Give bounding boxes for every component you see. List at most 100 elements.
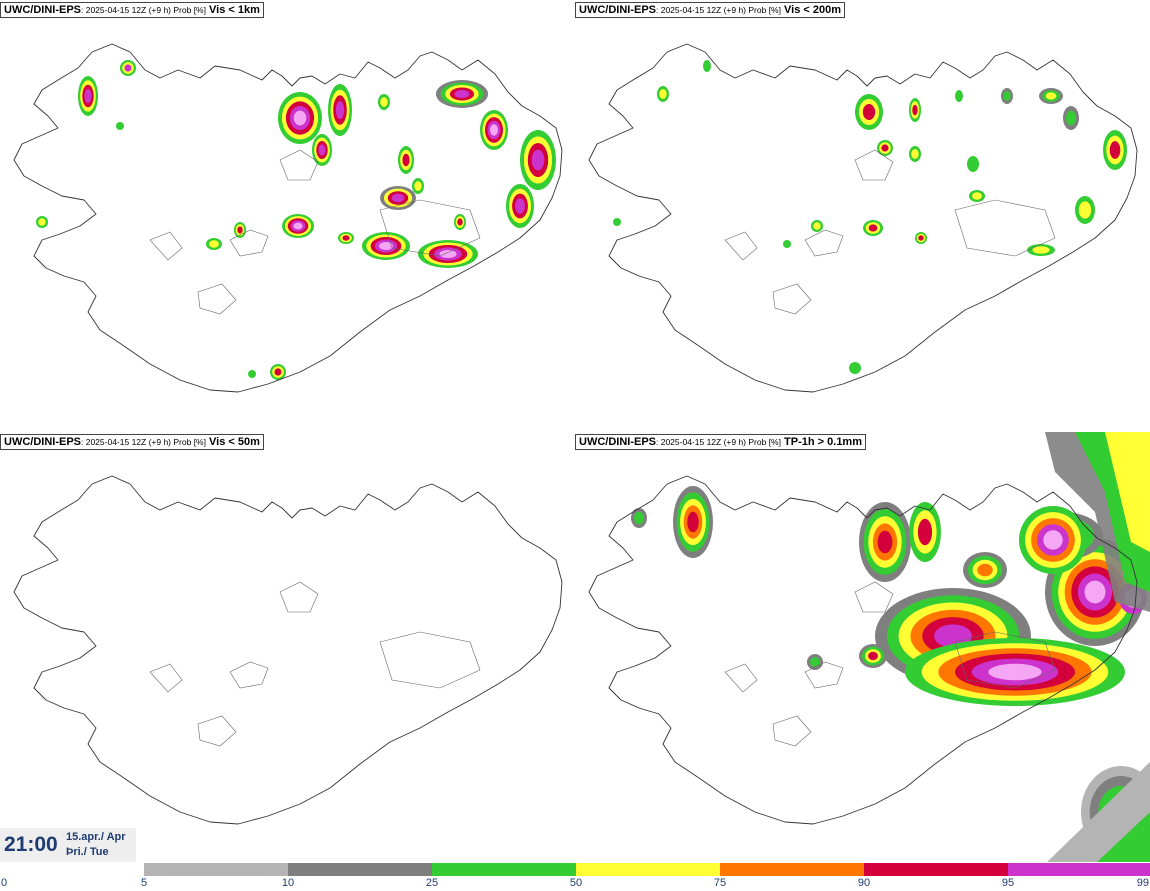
probability-contour <box>380 97 388 107</box>
colorbar-tick-label: 10 <box>282 877 294 889</box>
probability-blob <box>1063 106 1079 130</box>
colorbar-band <box>144 863 288 876</box>
glacier-outline <box>149 231 183 261</box>
probability-contour <box>293 110 307 126</box>
glacier-outline <box>854 581 894 613</box>
probability-contour <box>1078 201 1092 219</box>
probability-contour <box>934 624 972 648</box>
panel-model: UWC/DINI-EPS <box>4 436 81 448</box>
probability-contour <box>379 242 393 250</box>
probability-blob <box>248 370 256 378</box>
probability-contour <box>783 240 791 248</box>
colorbar-tick-label: 99 <box>1137 877 1149 889</box>
colorbar-tick-label: 75 <box>714 877 726 889</box>
panel-variable: TP-1h > 0.1mm <box>784 436 862 448</box>
probability-contour <box>439 250 457 258</box>
glacier-outline <box>379 199 481 257</box>
probability-blob <box>915 232 927 244</box>
probability-contour <box>248 370 256 378</box>
probability-contour <box>849 362 861 374</box>
probability-blob <box>436 80 488 108</box>
probability-blob <box>855 94 883 130</box>
panel-title: UWC/DINI-EPS: 2025-04-15 12Z (+9 h) Prob… <box>575 434 866 450</box>
probability-contour <box>1032 246 1050 254</box>
glacier-outline <box>229 229 269 257</box>
colorbar-band <box>288 863 432 876</box>
probability-blob <box>849 362 861 374</box>
ocean-precip-region <box>1105 432 1150 552</box>
probability-contour <box>613 218 621 226</box>
colorbar-tick-label: 25 <box>426 877 438 889</box>
panel-model: UWC/DINI-EPS <box>4 4 81 16</box>
iceland-coastline <box>588 475 1138 825</box>
probability-contour <box>1043 530 1063 550</box>
colorbar-band <box>1008 863 1150 876</box>
glacier-outline <box>854 149 894 181</box>
glacier-outline <box>279 149 319 181</box>
ocean-precip-region <box>1095 812 1150 864</box>
probability-contour <box>1084 580 1106 604</box>
glacier-outline <box>229 661 269 689</box>
probability-contour <box>237 226 243 234</box>
colorbar-band <box>864 863 1008 876</box>
probability-contour <box>342 235 350 241</box>
probability-contour <box>877 530 893 554</box>
probability-field <box>613 60 1127 374</box>
probability-blob <box>909 98 921 122</box>
probability-blob <box>380 186 416 210</box>
probability-blob <box>378 94 390 110</box>
probability-blob <box>520 130 556 190</box>
probability-contour <box>911 149 919 159</box>
probability-blob <box>206 238 222 250</box>
iceland-map <box>13 475 563 825</box>
valid-time-clock: 21:00 <box>4 833 58 856</box>
probability-blob <box>270 364 286 380</box>
probability-blob <box>877 140 893 156</box>
probability-blob <box>967 156 979 172</box>
valid-date-line1: 15.apr./ Apr <box>66 831 126 843</box>
probability-blob <box>312 134 332 166</box>
probability-contour <box>490 124 498 136</box>
glacier-outline <box>804 661 844 689</box>
probability-contour <box>634 511 644 525</box>
glacier-outline <box>724 663 758 693</box>
probability-blob <box>282 214 314 238</box>
probability-blob <box>120 60 136 76</box>
probability-blob <box>234 222 246 238</box>
map-panel-vis-1km: UWC/DINI-EPS: 2025-04-15 12Z (+9 h) Prob… <box>0 0 575 432</box>
iceland-coastline <box>13 475 563 825</box>
probability-contour <box>38 218 46 226</box>
panel-variable: Vis < 50m <box>209 436 260 448</box>
probability-contour <box>1066 110 1076 126</box>
probability-blob <box>905 638 1125 706</box>
panel-title: UWC/DINI-EPS: 2025-04-15 12Z (+9 h) Prob… <box>0 434 264 450</box>
probability-contour <box>457 218 463 226</box>
probability-blob <box>1039 88 1063 104</box>
probability-blob <box>338 232 354 244</box>
probability-contour <box>124 64 132 72</box>
glacier-outline <box>379 631 481 689</box>
probability-contour <box>967 156 979 172</box>
probability-blob <box>480 110 508 150</box>
probability-blob <box>909 502 941 562</box>
probability-contour <box>687 511 699 533</box>
probability-blob <box>859 502 911 582</box>
panel-variable: Vis < 200m <box>784 4 842 16</box>
glacier-outline <box>772 283 812 315</box>
colorbar-tick-label: 50 <box>570 877 582 889</box>
colorbar-band <box>720 863 864 876</box>
probability-field <box>36 60 556 380</box>
probability-contour <box>1109 141 1121 159</box>
probability-contour <box>335 101 345 119</box>
colorbar-tick-label: 0 <box>1 877 7 889</box>
iceland-map <box>588 43 1138 393</box>
probability-blob <box>811 220 823 232</box>
probability-blob <box>278 92 322 144</box>
probability-contour <box>274 368 282 376</box>
probability-contour <box>659 89 667 99</box>
probability-blob <box>969 190 985 202</box>
glacier-outline <box>197 283 237 315</box>
map-panel-vis-50m: UWC/DINI-EPS: 2025-04-15 12Z (+9 h) Prob… <box>0 432 575 864</box>
probability-blob <box>783 240 791 248</box>
probability-blob <box>78 76 98 116</box>
